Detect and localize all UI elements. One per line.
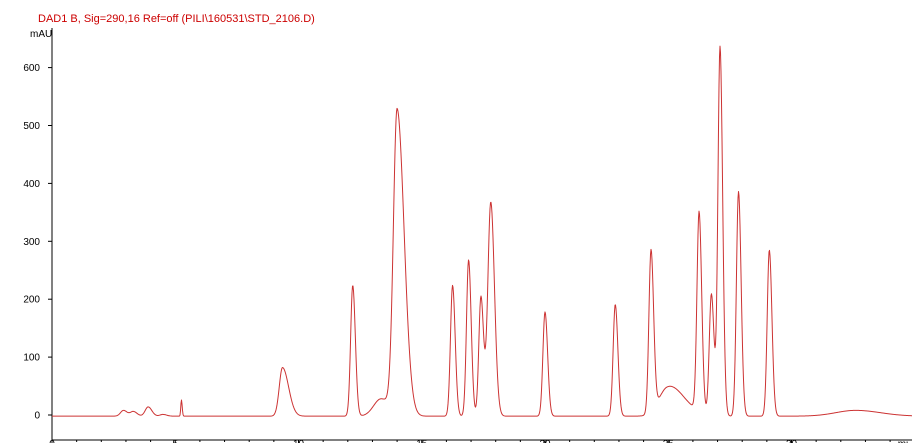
y-tick-label: 200 — [23, 295, 40, 306]
y-axis-ticks: 0 100 200 300 400 500 600 — [23, 63, 52, 422]
y-tick-label: 100 — [23, 353, 40, 364]
chromatogram-trace — [52, 45, 912, 417]
x-tick-label: 20 — [539, 439, 551, 443]
y-axis-unit-label: mAU — [30, 29, 52, 40]
y-tick-label: 500 — [23, 121, 40, 132]
x-axis-ticks: 0 5 10 15 20 25 30 mi — [49, 439, 909, 443]
x-tick-label: 30 — [786, 439, 798, 443]
x-tick-label: 15 — [416, 439, 428, 443]
y-tick-label: 0 — [34, 411, 40, 422]
y-tick-label: 600 — [23, 63, 40, 74]
x-tick-label: 10 — [293, 439, 305, 443]
x-tick-label: 5 — [172, 439, 178, 443]
chart-title: DAD1 B, Sig=290,16 Ref=off (PILI\160531\… — [38, 13, 315, 25]
y-tick-label: 400 — [23, 179, 40, 190]
x-tick-label: mi — [898, 439, 909, 443]
x-tick-label: 0 — [49, 439, 55, 443]
y-tick-label: 300 — [23, 237, 40, 248]
x-tick-label: 25 — [663, 439, 675, 443]
